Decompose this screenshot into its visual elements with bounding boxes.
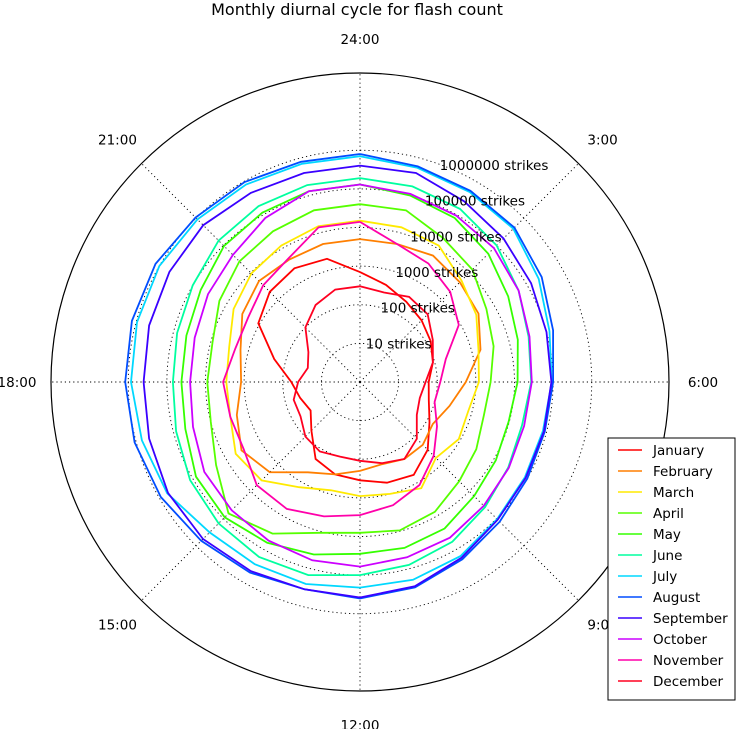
legend-label-july: July bbox=[652, 569, 677, 585]
series-line-february bbox=[235, 238, 482, 476]
legend-label-december: December bbox=[653, 674, 723, 690]
r-tick-label: 10000 strikes bbox=[410, 229, 502, 245]
radial-gridline bbox=[282, 304, 438, 460]
polar-frame bbox=[50, 72, 670, 692]
r-tick-label: 100000 strikes bbox=[425, 194, 525, 210]
r-tick-label: 10 strikes bbox=[366, 336, 432, 352]
angular-gridline bbox=[359, 381, 579, 601]
series-line-august bbox=[124, 153, 554, 600]
label-layer: 24:003:006:009:0012:0015:0018:0021:0010 … bbox=[0, 32, 718, 729]
legend-label-november: November bbox=[653, 653, 724, 669]
series-line-september bbox=[142, 164, 553, 599]
legend-label-march: March bbox=[653, 485, 694, 501]
legend-label-january: January bbox=[652, 443, 704, 459]
radial-gridline bbox=[205, 227, 515, 537]
r-tick-label: 1000000 strikes bbox=[440, 158, 549, 174]
legend-label-february: February bbox=[653, 464, 713, 480]
series-line-april bbox=[206, 203, 495, 535]
r-tick-label: 1000 strikes bbox=[395, 265, 478, 281]
series-layer bbox=[124, 153, 554, 600]
theta-tick-label: 18:00 bbox=[0, 375, 36, 391]
theta-tick-label: 6:00 bbox=[688, 375, 718, 391]
series-line-december bbox=[292, 285, 434, 465]
series-line-july bbox=[130, 155, 553, 589]
radial-gridline bbox=[127, 149, 593, 615]
theta-tick-label: 21:00 bbox=[98, 132, 137, 148]
theta-tick-label: 12:00 bbox=[341, 718, 380, 729]
legend-label-october: October bbox=[653, 632, 707, 648]
legend-label-september: September bbox=[653, 611, 728, 627]
angular-gridline bbox=[141, 381, 361, 601]
chart-title: Monthly diurnal cycle for flash count bbox=[211, 0, 503, 19]
legend-box bbox=[607, 437, 736, 701]
series-line-january bbox=[257, 257, 434, 484]
legend-label-june: June bbox=[652, 548, 682, 564]
angular-gridline bbox=[141, 163, 361, 383]
legend: January February March April May June July Augu… bbox=[607, 437, 736, 701]
legend-label-august: August bbox=[653, 590, 700, 606]
legend-label-may: May bbox=[653, 527, 681, 543]
theta-tick-label: 24:00 bbox=[341, 32, 380, 48]
theta-tick-label: 15:00 bbox=[98, 618, 137, 634]
angular-gridline bbox=[359, 163, 579, 383]
r-tick-label: 100 strikes bbox=[381, 301, 455, 317]
series-line-march bbox=[225, 219, 480, 498]
series-line-november bbox=[222, 221, 460, 518]
legend-label-april: April bbox=[653, 506, 684, 522]
series-line-may bbox=[180, 183, 519, 556]
series-line-october bbox=[189, 183, 533, 568]
radial-gridline bbox=[320, 342, 400, 422]
radial-gridline bbox=[243, 265, 477, 499]
theta-tick-label: 3:00 bbox=[587, 132, 617, 148]
